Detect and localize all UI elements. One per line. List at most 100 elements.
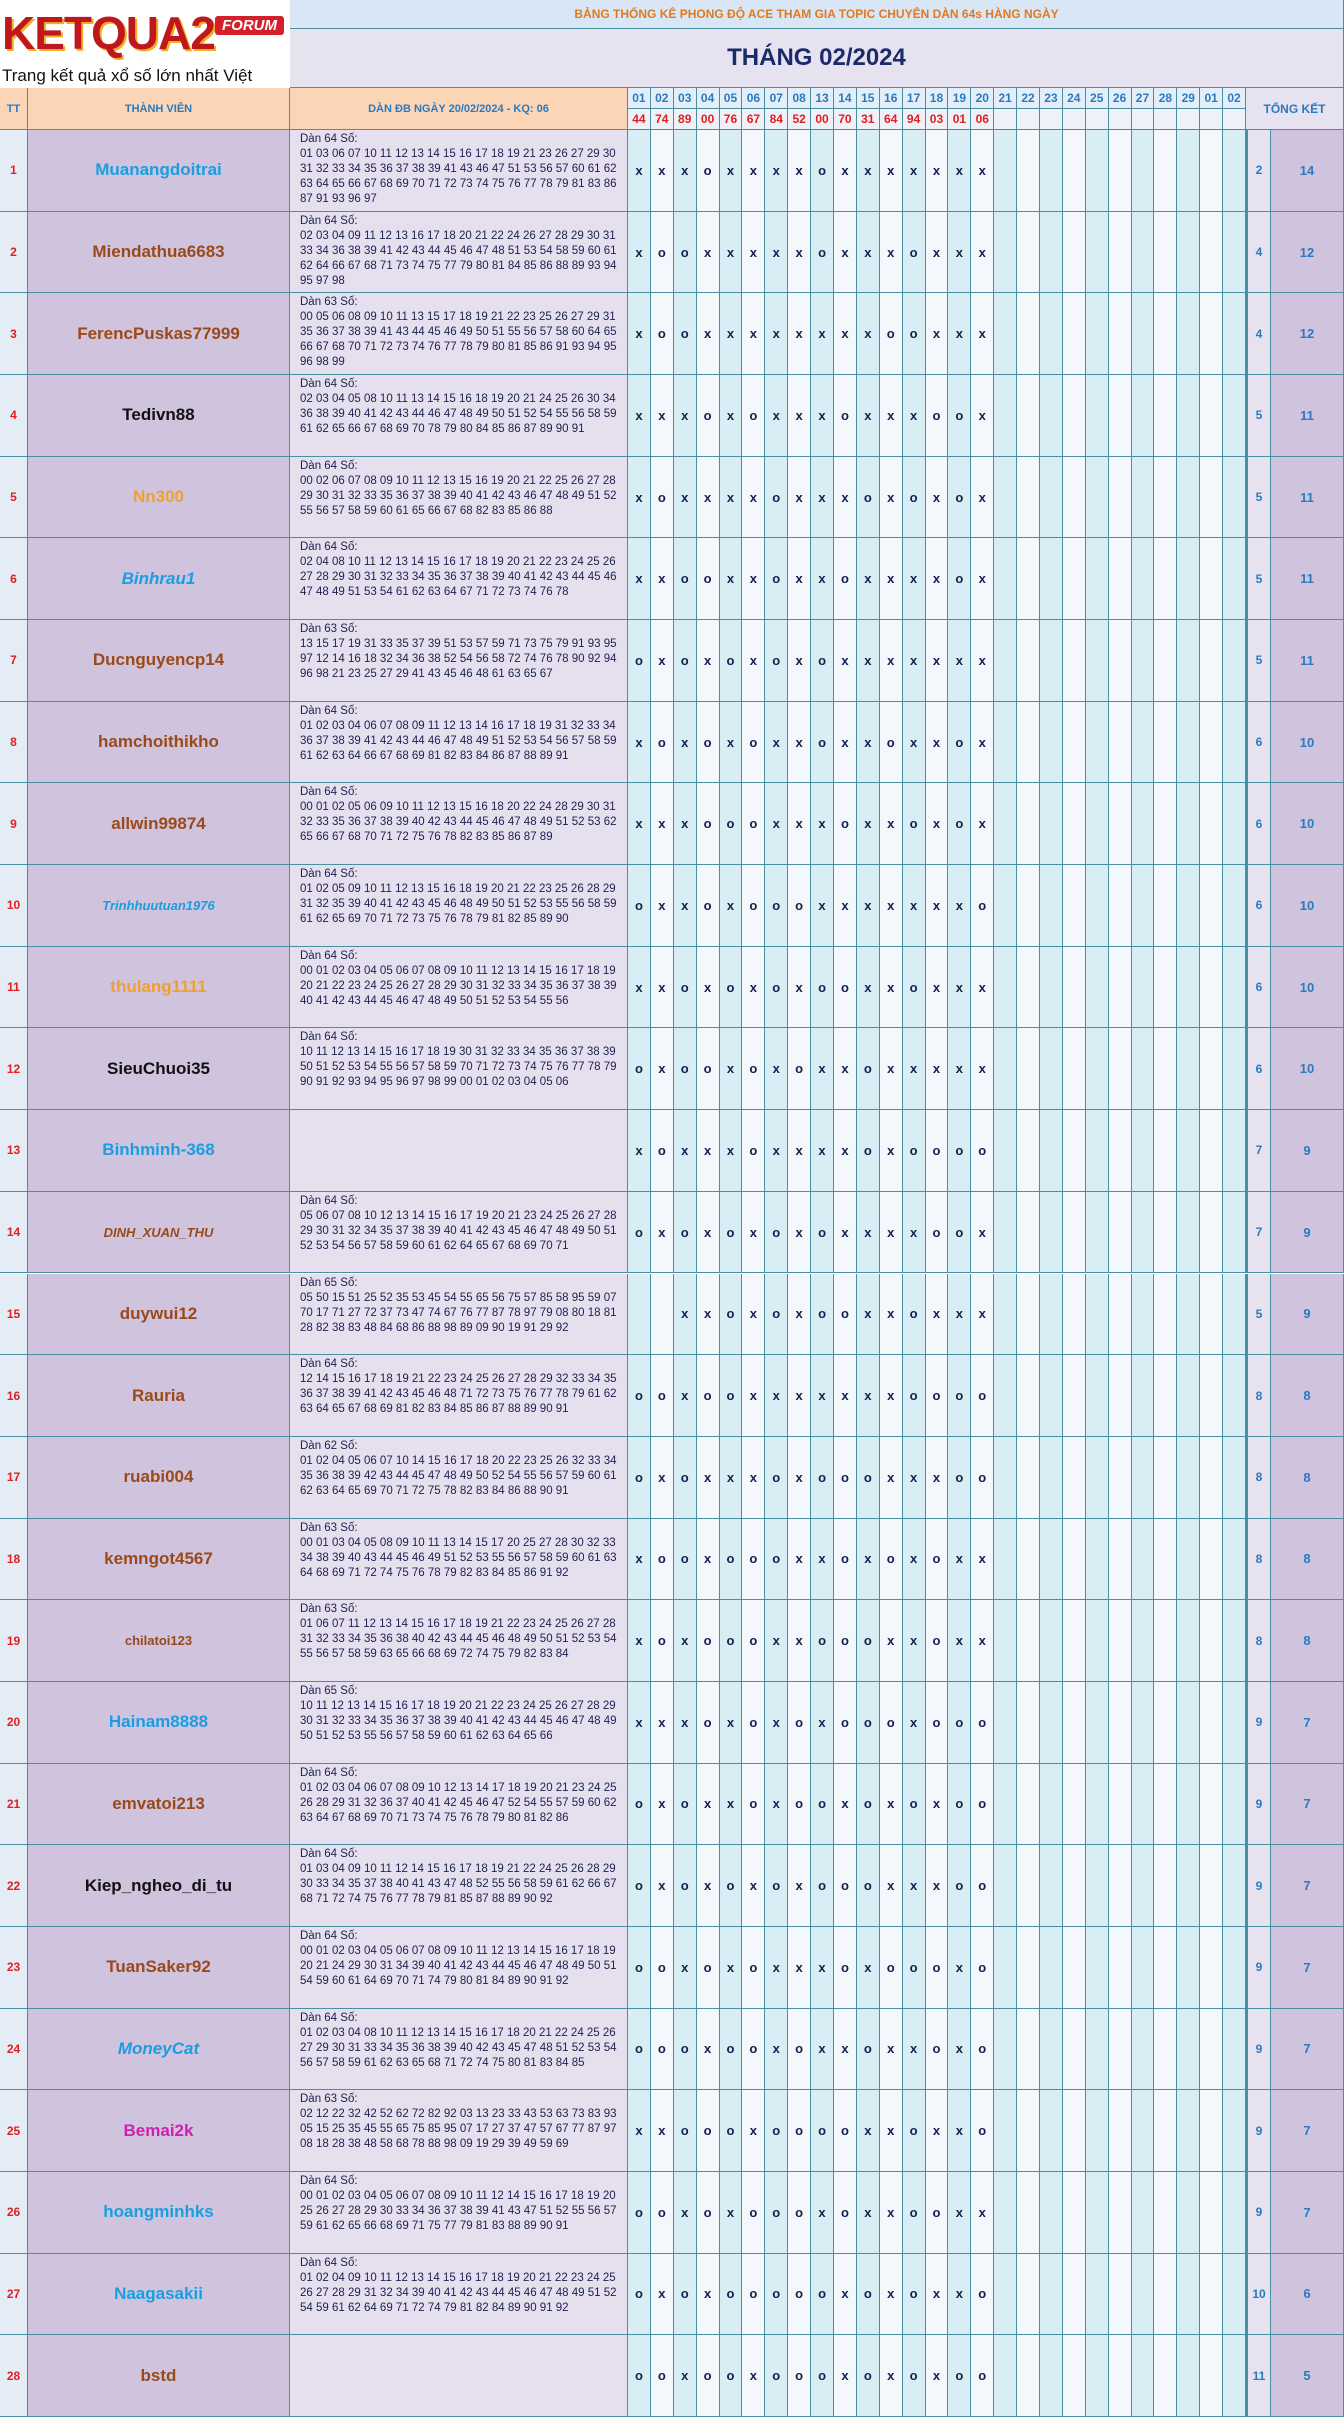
day-mark: x: [742, 211, 766, 294]
day-mark: o: [811, 1273, 834, 1356]
dan-title: Dàn 65 Số:: [300, 1276, 358, 1289]
day-mark: x: [834, 211, 857, 294]
day-cell: [1131, 2090, 1155, 2172]
day-cell: [1154, 2253, 1178, 2336]
day-cell: [1062, 375, 1086, 457]
day-mark: o: [971, 1355, 995, 1437]
day-cell: [1017, 293, 1040, 376]
day-mark: x: [765, 1110, 789, 1192]
day-mark: x: [696, 1273, 720, 1356]
day-mark: o: [719, 1600, 743, 1682]
day-header: 02: [1223, 88, 1246, 109]
day-result: 84: [765, 109, 789, 130]
day-mark: x: [765, 701, 789, 784]
day-cell: [1154, 701, 1178, 784]
day-mark: x: [971, 456, 995, 539]
day-mark: x: [628, 293, 651, 376]
dan-cell: Dàn 64 Số: 01 02 03 04 06 07 08 09 10 12 …: [290, 1763, 628, 1846]
day-result: 52: [788, 109, 812, 130]
day-mark: x: [650, 946, 674, 1029]
day-mark: x: [811, 1926, 834, 2009]
day-cell: [1177, 1273, 1201, 1356]
day-mark: x: [925, 211, 949, 294]
day-mark: o: [971, 2253, 995, 2336]
row-number: 10: [0, 865, 28, 947]
day-mark: o: [856, 1436, 880, 1519]
day-mark: o: [719, 2008, 743, 2091]
day-mark: o: [811, 1436, 834, 1519]
day-mark: x: [765, 130, 789, 212]
day-mark: o: [719, 2090, 743, 2172]
dan-numbers: 01 02 03 04 06 07 08 09 11 12 13 14 16 1…: [300, 719, 617, 762]
day-cell: [1200, 2090, 1224, 2172]
day-mark: o: [788, 2008, 812, 2091]
day-mark: o: [742, 1926, 766, 2009]
day-cell: [1177, 620, 1201, 702]
day-mark: x: [948, 1518, 972, 1601]
wins: 5: [1246, 538, 1271, 621]
day-mark: x: [673, 1600, 697, 1682]
day-cell: [1177, 1926, 1201, 2009]
day-cell: [1085, 130, 1109, 212]
row-number: 1: [0, 130, 28, 212]
wins: 7: [1246, 1110, 1271, 1192]
day-mark: x: [650, 538, 674, 621]
day-cell: [1154, 1763, 1178, 1846]
total: 10: [1271, 1028, 1344, 1111]
day-mark: x: [811, 2008, 834, 2091]
day-cell: [1085, 701, 1109, 784]
day-mark: o: [742, 1518, 766, 1601]
day-mark: x: [948, 1273, 972, 1356]
member-name: bstd: [28, 2335, 290, 2417]
member-name: Rauria: [28, 1355, 290, 1437]
month: THÁNG 02/2024: [290, 29, 1344, 88]
day-mark: x: [879, 1763, 903, 1846]
dan-title: Dàn 64 Số:: [300, 1358, 358, 1371]
day-cell: [1085, 375, 1109, 457]
total: 8: [1271, 1355, 1344, 1437]
total: 7: [1271, 1926, 1344, 2009]
day-mark: o: [696, 1028, 720, 1111]
day-mark: o: [719, 620, 743, 702]
day-cell: [1085, 293, 1109, 376]
day-mark: o: [673, 1518, 697, 1601]
wins: 9: [1246, 1681, 1271, 1764]
day-mark: o: [902, 1763, 926, 1846]
day-mark: o: [925, 375, 949, 457]
day-result: [1154, 109, 1178, 130]
day-mark: x: [696, 1518, 720, 1601]
day-mark: x: [834, 293, 857, 376]
member-name: allwin99874: [28, 783, 290, 866]
day-mark: x: [879, 375, 903, 457]
day-mark: x: [673, 2335, 697, 2417]
day-cell: [1177, 701, 1201, 784]
day-mark: o: [902, 2335, 926, 2417]
day-cell: [994, 865, 1018, 947]
day-cell: [1017, 2171, 1040, 2254]
day-mark: x: [971, 946, 995, 1029]
day-mark: x: [856, 1273, 880, 1356]
day-mark: o: [742, 1028, 766, 1111]
dan-numbers: 00 02 06 07 08 09 10 11 12 13 15 16 19 2…: [300, 474, 617, 517]
day-mark: o: [834, 1600, 857, 1682]
day-mark: o: [971, 865, 995, 947]
day-mark: x: [902, 1436, 926, 1519]
day-cell: [1017, 2335, 1040, 2417]
day-mark: x: [765, 375, 789, 457]
day-result: 94: [902, 109, 926, 130]
day-mark: o: [856, 2008, 880, 2091]
dan-title: Dàn 64 Số:: [300, 704, 358, 717]
day-mark: x: [834, 1110, 857, 1192]
day-cell: [1085, 1763, 1109, 1846]
day-cell: [1108, 1355, 1132, 1437]
day-cell: [1040, 130, 1063, 212]
day-result: 31: [856, 109, 880, 130]
day-mark: x: [879, 211, 903, 294]
dan-numbers: 01 02 05 09 10 11 12 13 15 16 18 19 20 2…: [300, 883, 617, 926]
day-result: [1017, 109, 1040, 130]
day-cell: [1154, 1681, 1178, 1764]
day-cell: [1223, 211, 1246, 294]
day-cell: [1062, 1110, 1086, 1192]
dan-cell: Dàn 65 Số: 10 11 12 13 14 15 16 17 18 19 …: [290, 1681, 628, 1764]
day-cell: [1131, 211, 1155, 294]
